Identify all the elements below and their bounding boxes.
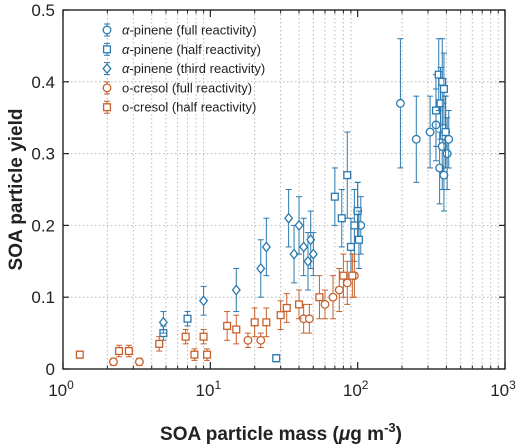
data-point-marker xyxy=(299,241,309,253)
data-point-marker xyxy=(337,214,346,223)
data-point-marker xyxy=(199,332,208,341)
data-point-marker xyxy=(256,335,266,345)
axis-ticks: 0 0.1 0.2 0.3 0.4 0.5 100 101 102 103 xyxy=(31,1,516,400)
data-point-marker xyxy=(243,335,253,345)
legend-label: α-pinene (third reactivity) xyxy=(122,61,265,76)
data-point-marker xyxy=(434,70,443,79)
legend-entry-3: o-cresol (full reactivity) xyxy=(102,80,252,95)
data-point-marker xyxy=(232,325,241,334)
data-point-marker xyxy=(109,357,118,367)
y-tick-label: 0.2 xyxy=(31,216,55,235)
data-point-marker xyxy=(223,321,232,330)
data-point-marker xyxy=(134,357,144,367)
data-point-marker xyxy=(320,299,330,309)
data-point-marker xyxy=(354,235,363,244)
data-point-marker xyxy=(250,318,259,327)
data-point-marker xyxy=(181,332,190,341)
legend-marker-symbol xyxy=(102,103,112,112)
data-point-marker xyxy=(339,271,348,280)
x-axis-title: SOA particle mass (μg m-3) xyxy=(160,420,402,445)
y-tick-label: 0.3 xyxy=(31,145,55,164)
data-point-marker xyxy=(272,354,281,363)
data-point-marker xyxy=(289,248,299,260)
data-point-marker xyxy=(124,346,133,356)
data-point-marker xyxy=(158,316,168,328)
y-tick-label: 0.4 xyxy=(31,73,55,92)
y-tick-label: 0.1 xyxy=(31,288,55,307)
data-point-marker xyxy=(315,293,324,302)
data-point-marker xyxy=(282,303,291,313)
legend: α-pinene (full reactivity) α-pinene (half… xyxy=(102,23,265,115)
data-point-marker xyxy=(203,350,212,359)
data-point-marker xyxy=(438,77,447,86)
data-point-marker xyxy=(346,242,355,251)
legend-entry-4: o-cresol (half reactivity) xyxy=(102,100,256,115)
data-point-marker xyxy=(308,248,318,260)
data-point-marker xyxy=(256,262,266,275)
series-2 xyxy=(158,189,318,334)
data-point-marker xyxy=(231,284,241,296)
data-point-marker xyxy=(183,314,192,323)
legend-marker-symbol xyxy=(102,45,112,54)
legend-label: α-pinene (half reactivity) xyxy=(122,42,261,57)
legend-marker-symbol xyxy=(102,25,112,35)
series-4 xyxy=(75,253,357,361)
data-point-marker xyxy=(411,134,421,144)
data-point-marker xyxy=(342,278,352,288)
data-point-marker xyxy=(198,295,209,307)
data-point-marker xyxy=(348,271,357,280)
axis-titles: SOA particle mass (μg m-3) SOA particle y… xyxy=(6,109,402,445)
data-point-marker xyxy=(262,318,271,327)
data-point-marker xyxy=(284,212,294,224)
data-point-marker xyxy=(436,99,445,108)
series-3 xyxy=(109,253,359,367)
data-point-marker xyxy=(330,192,339,201)
y-tick-label: 0.5 xyxy=(31,1,55,20)
y-axis-title: SOA particle yield xyxy=(6,109,27,271)
data-point-marker xyxy=(442,149,452,159)
data-point-marker xyxy=(114,346,124,356)
data-point-marker xyxy=(294,219,304,232)
data-point-marker xyxy=(439,84,448,94)
legend-label: o-cresol (half reactivity) xyxy=(122,100,256,115)
x-tick-label: 101 xyxy=(196,378,222,400)
data-point-marker xyxy=(294,300,304,309)
legend-marker-symbol xyxy=(102,62,112,75)
data-point-marker xyxy=(350,221,359,230)
data-point-marker xyxy=(276,311,285,320)
data-points xyxy=(75,38,454,367)
legend-entry-0: α-pinene (full reactivity) xyxy=(102,23,257,38)
data-point-marker xyxy=(261,241,271,253)
x-tick-label: 103 xyxy=(490,378,516,400)
x-tick-label: 100 xyxy=(48,378,74,400)
data-point-marker xyxy=(444,134,454,144)
data-point-marker xyxy=(334,285,344,295)
data-point-marker xyxy=(304,314,314,324)
legend-entry-2: α-pinene (third reactivity) xyxy=(102,61,265,76)
data-point-marker xyxy=(75,350,84,359)
data-point-marker xyxy=(190,350,199,359)
data-point-marker xyxy=(437,141,447,151)
grid-lines xyxy=(63,10,505,369)
legend-entry-1: α-pinene (half reactivity) xyxy=(102,42,261,57)
legend-label: o-cresol (full reactivity) xyxy=(122,80,252,95)
data-point-marker xyxy=(395,98,405,108)
plot-frame xyxy=(62,9,506,370)
legend-marker-symbol xyxy=(102,83,112,93)
data-point-marker xyxy=(328,292,338,302)
x-tick-label: 102 xyxy=(343,378,369,400)
y-tick-label: 0 xyxy=(46,360,55,379)
data-point-marker xyxy=(343,171,352,180)
data-point-marker xyxy=(439,170,449,180)
legend-label: α-pinene (full reactivity) xyxy=(122,23,257,38)
data-point-marker xyxy=(441,128,450,137)
data-point-marker xyxy=(425,127,435,137)
data-point-marker xyxy=(155,339,164,348)
